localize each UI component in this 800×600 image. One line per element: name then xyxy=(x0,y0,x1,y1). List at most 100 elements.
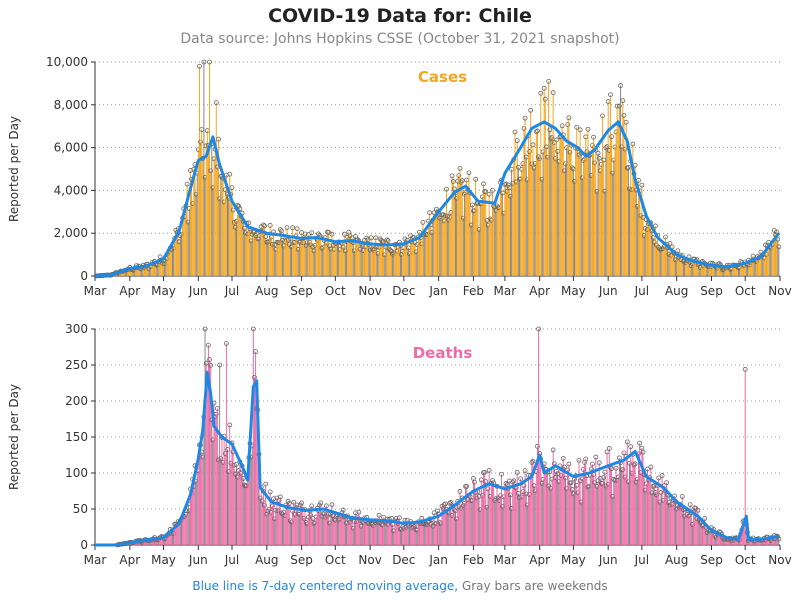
bar xyxy=(402,251,404,276)
bar xyxy=(466,180,468,276)
bar xyxy=(197,470,199,545)
bar xyxy=(351,237,353,276)
bar xyxy=(644,490,646,545)
bar xyxy=(242,221,244,276)
bar xyxy=(282,240,284,276)
bar xyxy=(168,533,170,545)
bar-marker xyxy=(566,115,572,121)
x-tick-label: Mar xyxy=(494,284,517,298)
bar xyxy=(718,263,720,276)
bar xyxy=(463,503,465,545)
bar xyxy=(467,499,469,545)
bar xyxy=(368,523,370,545)
bar xyxy=(536,130,538,276)
bar xyxy=(372,250,374,276)
bar xyxy=(269,225,271,276)
bar xyxy=(344,250,346,276)
bar xyxy=(664,237,666,276)
bar xyxy=(492,480,494,545)
bar xyxy=(727,267,729,276)
bar xyxy=(648,479,650,545)
bar xyxy=(669,505,671,545)
bar xyxy=(659,502,661,545)
bar xyxy=(188,208,190,276)
bar-marker xyxy=(270,503,275,509)
bar xyxy=(429,212,431,276)
bar xyxy=(675,259,677,276)
bar xyxy=(394,244,396,276)
bar xyxy=(368,244,370,276)
bar xyxy=(709,263,711,276)
bar xyxy=(359,249,361,276)
bar xyxy=(493,206,495,276)
bar xyxy=(568,464,570,545)
bar xyxy=(220,176,222,276)
x-tick-label: Jul xyxy=(224,284,239,298)
bar xyxy=(621,469,623,545)
bar xyxy=(702,525,704,545)
bar xyxy=(734,265,736,276)
bar xyxy=(449,217,451,276)
bar xyxy=(504,184,506,276)
bar xyxy=(247,233,249,276)
bar-marker xyxy=(368,235,374,241)
bar xyxy=(305,245,307,276)
bar xyxy=(666,244,668,276)
bar-marker xyxy=(298,502,303,508)
bar xyxy=(581,478,583,545)
bar xyxy=(453,509,455,545)
bar xyxy=(150,266,152,276)
bar xyxy=(762,540,764,545)
bar xyxy=(686,260,688,276)
bar xyxy=(513,480,515,545)
bar xyxy=(514,131,516,276)
bar xyxy=(702,261,704,276)
cases-panel: 0 2,000 4,000 6,000 8,000 10,000 Mar Apr May Jun J… xyxy=(7,55,792,298)
bar xyxy=(320,236,322,276)
bar xyxy=(572,168,574,276)
bar xyxy=(717,535,719,545)
bar xyxy=(408,253,410,276)
bar-marker xyxy=(457,489,463,494)
bar xyxy=(737,267,739,276)
bar xyxy=(551,479,553,545)
bar xyxy=(585,136,587,276)
bar xyxy=(431,519,433,545)
bar xyxy=(304,234,306,276)
bar xyxy=(346,523,348,545)
bar xyxy=(643,235,645,276)
x-tick-label: Apr xyxy=(529,553,550,567)
bar xyxy=(118,273,120,276)
bar xyxy=(650,467,652,545)
x-tick-label: Jan xyxy=(428,553,448,567)
bar xyxy=(295,507,297,545)
bar xyxy=(377,253,379,276)
y-axis-label: Reported per Day xyxy=(7,116,21,222)
bar xyxy=(513,159,515,276)
bar xyxy=(558,161,560,276)
bar xyxy=(760,252,762,276)
bar xyxy=(171,530,173,545)
bar xyxy=(319,505,321,545)
bar xyxy=(331,504,333,545)
bar xyxy=(156,265,158,276)
bar xyxy=(600,164,602,276)
bar-marker xyxy=(442,501,448,507)
bar xyxy=(772,244,774,276)
bar xyxy=(440,216,442,276)
bar xyxy=(155,263,157,276)
bar xyxy=(458,175,460,276)
bar xyxy=(361,521,363,545)
bar xyxy=(584,462,586,545)
bar-marker xyxy=(568,480,574,486)
bar xyxy=(325,505,327,545)
bar xyxy=(724,538,726,545)
bar xyxy=(158,539,160,545)
bar xyxy=(335,243,337,276)
bar-marker xyxy=(411,524,417,530)
bar xyxy=(507,185,509,276)
bar-marker xyxy=(301,515,307,521)
bar xyxy=(476,203,478,276)
bar xyxy=(229,174,231,276)
bar-marker xyxy=(521,483,527,489)
